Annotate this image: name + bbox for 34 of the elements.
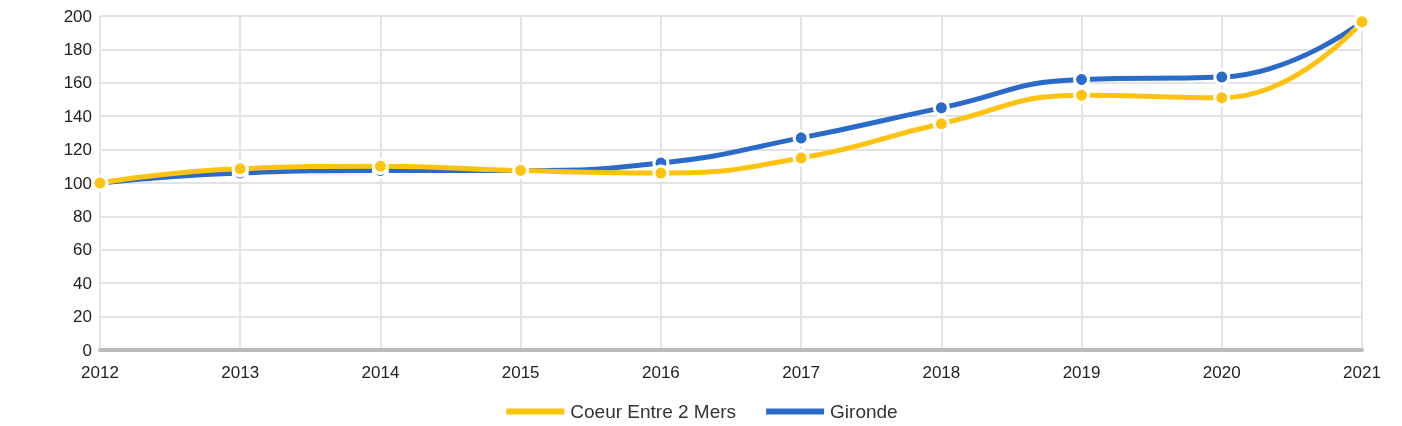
x-tick-label: 2019 <box>1062 363 1101 382</box>
point <box>652 164 670 182</box>
y-tick-label: 160 <box>63 73 92 93</box>
point <box>792 149 810 167</box>
point <box>1073 86 1091 104</box>
x-tick-label: 2015 <box>501 363 540 382</box>
x-tick-label: 2012 <box>81 363 119 382</box>
point <box>792 129 810 147</box>
point <box>932 99 950 117</box>
point <box>371 157 389 175</box>
x-tick-label: 2018 <box>922 363 961 382</box>
point <box>1213 89 1231 107</box>
y-tick-label: 20 <box>73 307 92 327</box>
point <box>1213 68 1231 86</box>
y-tick-label: 40 <box>73 273 92 293</box>
legend-label: Coeur Entre 2 Mers <box>570 401 737 422</box>
y-tick-label: 100 <box>63 173 92 193</box>
legend-label: Gironde <box>830 401 898 422</box>
y-tick-label: 140 <box>63 106 92 126</box>
x-tick-label: 2013 <box>221 363 260 382</box>
x-tick-label: 2021 <box>1343 363 1381 382</box>
y-tick-label: 200 <box>63 6 92 26</box>
x-tick-label: 2016 <box>641 363 680 382</box>
point <box>231 160 249 178</box>
y-tick-label: 120 <box>63 140 92 160</box>
point <box>932 115 950 133</box>
point <box>1073 70 1091 88</box>
x-tick-label: 2014 <box>361 363 400 382</box>
y-tick-label: 180 <box>63 39 92 59</box>
x-tick-label: 2020 <box>1202 363 1241 382</box>
y-tick-label: 0 <box>82 340 92 360</box>
y-tick-label: 80 <box>73 206 92 226</box>
x-tick-label: 2017 <box>782 363 821 382</box>
y-tick-label: 60 <box>73 240 92 260</box>
